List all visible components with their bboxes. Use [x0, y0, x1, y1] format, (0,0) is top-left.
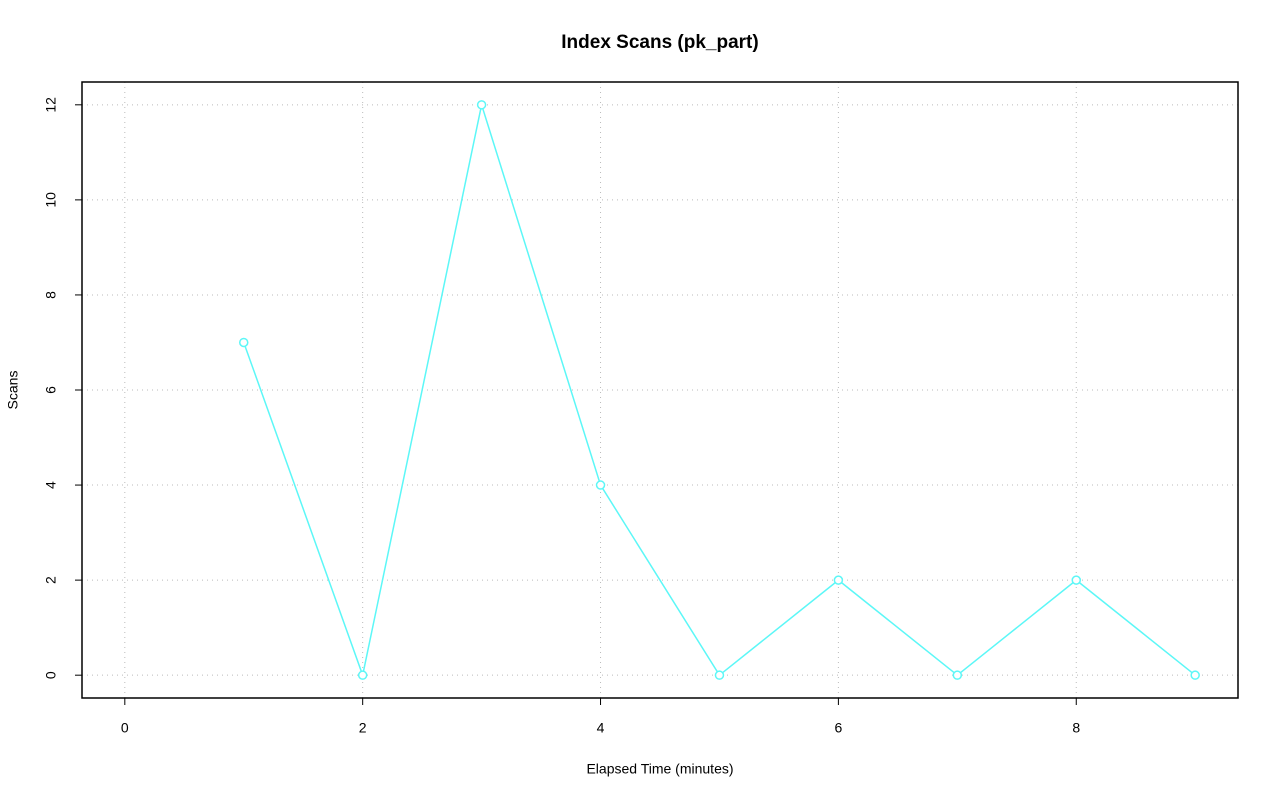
x-tick-label: 8: [1072, 720, 1080, 736]
data-point: [1071, 575, 1082, 585]
data-point: [476, 100, 487, 110]
data-point: [833, 575, 844, 585]
y-axis-label: Scans: [5, 371, 21, 410]
x-tick-label: 2: [359, 720, 367, 736]
x-tick-label: 0: [121, 720, 129, 736]
data-point: [357, 670, 368, 680]
x-axis-label: Elapsed Time (minutes): [586, 761, 733, 777]
y-tick-label: 4: [43, 481, 59, 489]
x-tick-label: 4: [597, 720, 605, 736]
data-point: [714, 670, 725, 680]
y-tick-label: 12: [43, 97, 59, 113]
y-tick-label: 6: [43, 386, 59, 394]
data-point: [952, 670, 963, 680]
y-tick-label: 2: [43, 576, 59, 584]
y-tick-label: 8: [43, 291, 59, 299]
plot-frame: [81, 81, 1239, 699]
data-point: [1190, 670, 1200, 680]
y-tick-label: 10: [43, 192, 59, 208]
data-point: [238, 337, 249, 348]
chart-title: Index Scans (pk_part): [561, 32, 758, 53]
y-tick-label: 0: [43, 671, 59, 679]
x-tick-label: 6: [834, 720, 842, 736]
data-point: [595, 480, 606, 490]
